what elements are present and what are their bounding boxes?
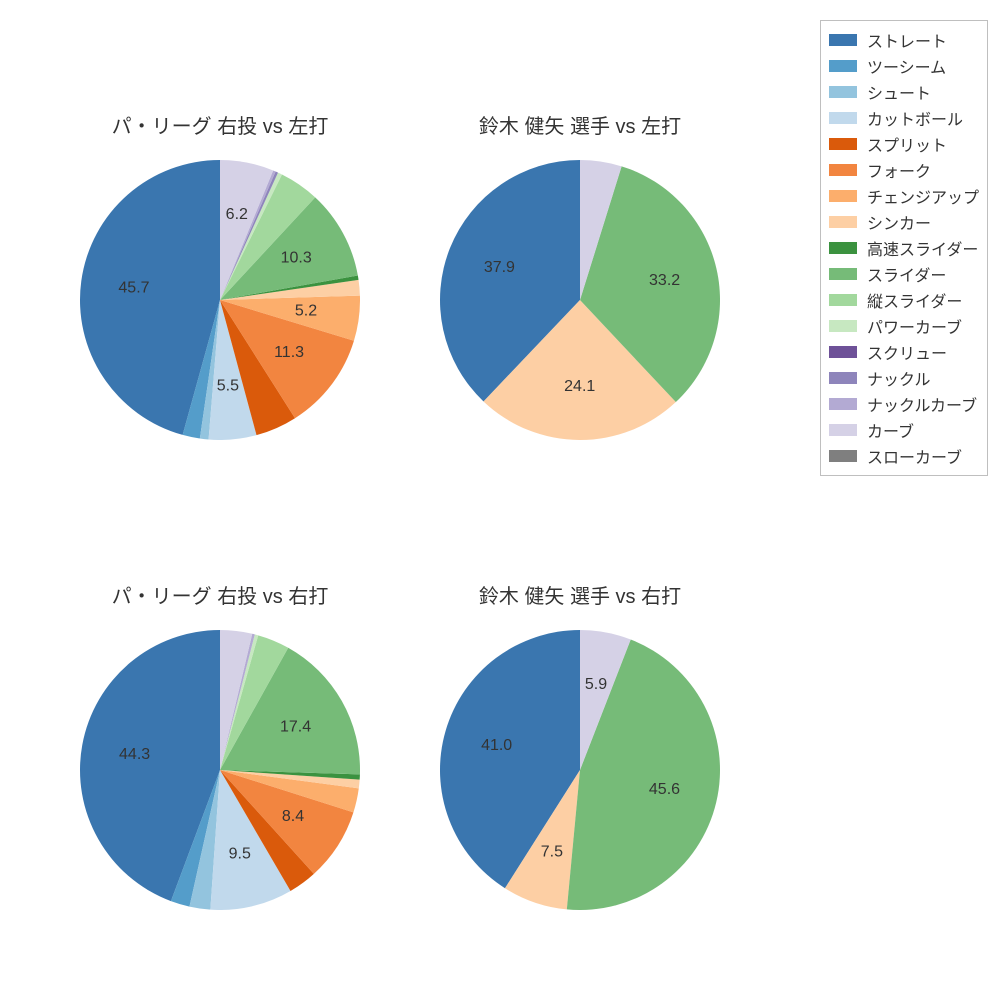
legend-swatch bbox=[829, 216, 857, 228]
legend: ストレートツーシームシュートカットボールスプリットフォークチェンジアップシンカー… bbox=[820, 20, 988, 476]
legend-swatch bbox=[829, 346, 857, 358]
legend-swatch bbox=[829, 450, 857, 462]
legend-item: スローカーブ bbox=[829, 443, 979, 469]
slice-label: 24.1 bbox=[564, 378, 595, 395]
slice-label: 41.0 bbox=[481, 737, 512, 754]
legend-item: シュート bbox=[829, 79, 979, 105]
legend-swatch bbox=[829, 164, 857, 176]
legend-item: 縦スライダー bbox=[829, 287, 979, 313]
slice-label: 10.3 bbox=[281, 250, 312, 267]
legend-swatch bbox=[829, 190, 857, 202]
slice-label: 8.4 bbox=[282, 808, 304, 825]
chart-title: 鈴木 健矢 選手 vs 左打 bbox=[420, 110, 740, 139]
legend-label: チェンジアップ bbox=[867, 184, 979, 208]
legend-label: スクリュー bbox=[867, 340, 947, 364]
legend-label: 縦スライダー bbox=[867, 288, 962, 312]
legend-item: ナックルカーブ bbox=[829, 391, 979, 417]
legend-item: ストレート bbox=[829, 27, 979, 53]
legend-item: シンカー bbox=[829, 209, 979, 235]
legend-label: 高速スライダー bbox=[867, 236, 978, 260]
legend-swatch bbox=[829, 320, 857, 332]
legend-item: カットボール bbox=[829, 105, 979, 131]
chart-title: 鈴木 健矢 選手 vs 右打 bbox=[420, 580, 740, 609]
legend-swatch bbox=[829, 398, 857, 410]
slice-label: 44.3 bbox=[119, 746, 150, 763]
slice-label: 5.9 bbox=[585, 676, 607, 693]
legend-item: スプリット bbox=[829, 131, 979, 157]
legend-item: ツーシーム bbox=[829, 53, 979, 79]
legend-label: スプリット bbox=[867, 132, 947, 156]
legend-item: スライダー bbox=[829, 261, 979, 287]
legend-item: スクリュー bbox=[829, 339, 979, 365]
legend-label: スローカーブ bbox=[867, 444, 962, 468]
slice-label: 17.4 bbox=[280, 718, 311, 735]
slice-label: 45.7 bbox=[118, 280, 149, 297]
legend-label: パワーカーブ bbox=[867, 314, 962, 338]
slice-label: 45.6 bbox=[649, 781, 680, 798]
legend-swatch bbox=[829, 86, 857, 98]
legend-label: ストレート bbox=[867, 28, 947, 52]
legend-label: カットボール bbox=[867, 106, 963, 130]
figure-canvas: ストレートツーシームシュートカットボールスプリットフォークチェンジアップシンカー… bbox=[0, 0, 1000, 1000]
legend-swatch bbox=[829, 60, 857, 72]
slice-label: 7.5 bbox=[541, 843, 563, 860]
legend-swatch bbox=[829, 138, 857, 150]
legend-item: パワーカーブ bbox=[829, 313, 979, 339]
legend-label: フォーク bbox=[867, 158, 931, 182]
slice-label: 11.3 bbox=[274, 344, 304, 361]
chart-title: パ・リーグ 右投 vs 右打 bbox=[60, 580, 380, 609]
slice-label: 6.2 bbox=[226, 206, 248, 223]
slice-label: 37.9 bbox=[484, 259, 515, 276]
legend-swatch bbox=[829, 424, 857, 436]
chart-title: パ・リーグ 右投 vs 左打 bbox=[60, 110, 380, 139]
pie-chart-top-left: 45.7 5.5 11.3 5.2 10.3 6.2 bbox=[80, 160, 360, 440]
legend-swatch bbox=[829, 112, 857, 124]
slice-label: 5.5 bbox=[217, 378, 239, 395]
legend-swatch bbox=[829, 372, 857, 384]
pie-chart-bottom-left: 44.3 9.5 8.4 17.4 bbox=[80, 630, 360, 910]
legend-label: シュート bbox=[867, 80, 931, 104]
pie-chart-top-right: 37.9 24.1 33.2 bbox=[440, 160, 720, 440]
legend-swatch bbox=[829, 242, 857, 254]
legend-label: ナックルカーブ bbox=[867, 392, 977, 416]
pie-chart-bottom-right: 41.0 7.5 45.6 5.9 bbox=[440, 630, 720, 910]
legend-label: カーブ bbox=[867, 418, 914, 442]
slice-label: 9.5 bbox=[229, 846, 251, 863]
legend-swatch bbox=[829, 34, 857, 46]
legend-item: 高速スライダー bbox=[829, 235, 979, 261]
legend-item: チェンジアップ bbox=[829, 183, 979, 209]
legend-item: カーブ bbox=[829, 417, 979, 443]
legend-label: シンカー bbox=[867, 210, 931, 234]
slice-label: 33.2 bbox=[649, 272, 680, 289]
legend-swatch bbox=[829, 294, 857, 306]
legend-item: ナックル bbox=[829, 365, 979, 391]
legend-label: ナックル bbox=[867, 366, 931, 390]
legend-swatch bbox=[829, 268, 857, 280]
legend-label: ツーシーム bbox=[867, 54, 946, 78]
slice-label: 5.2 bbox=[295, 303, 317, 320]
legend-item: フォーク bbox=[829, 157, 979, 183]
legend-label: スライダー bbox=[867, 262, 946, 286]
